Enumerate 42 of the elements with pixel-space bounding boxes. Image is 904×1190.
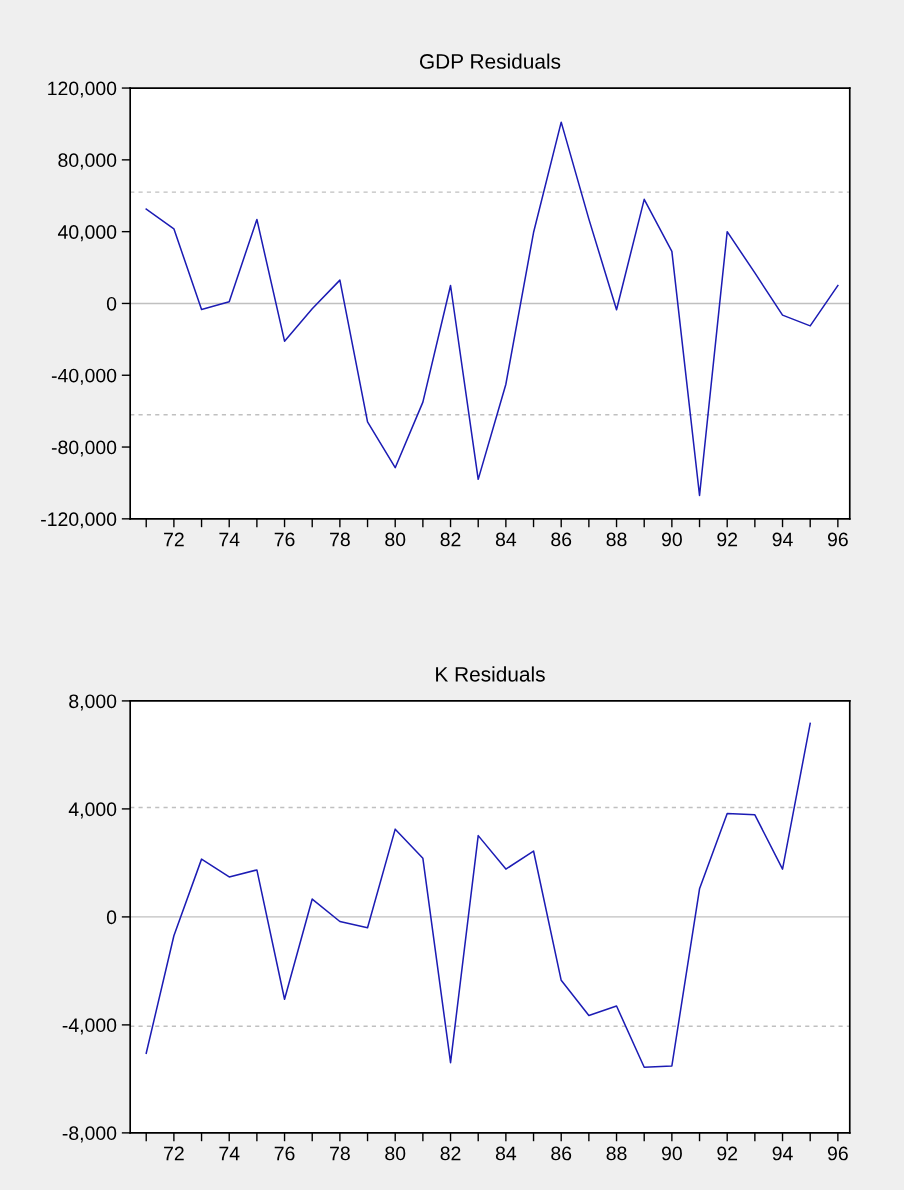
x-tick-label: 86 bbox=[551, 532, 572, 547]
y-tick-label: -80,000 bbox=[51, 440, 117, 457]
x-tick-label: 90 bbox=[661, 532, 682, 547]
chart-title: GDP Residuals bbox=[419, 53, 561, 69]
x-tick-label: 76 bbox=[274, 1146, 295, 1161]
x-tick-label: 86 bbox=[551, 1146, 572, 1161]
x-tick-label: 74 bbox=[219, 532, 240, 547]
x-tick-label: 84 bbox=[495, 532, 517, 547]
y-tick-label: 40,000 bbox=[57, 225, 117, 242]
x-tick-label: 80 bbox=[385, 532, 406, 547]
x-tick-label: 88 bbox=[606, 1146, 627, 1161]
x-tick-label: 96 bbox=[827, 1146, 848, 1161]
y-tick-label: 120,000 bbox=[48, 81, 117, 98]
x-tick-label: 74 bbox=[219, 1146, 240, 1161]
x-tick-label: 90 bbox=[661, 1146, 682, 1161]
x-tick-label: 80 bbox=[385, 1146, 406, 1161]
y-tick-label: -8,000 bbox=[62, 1126, 117, 1143]
chart-title: K Residuals bbox=[436, 666, 545, 682]
x-tick-label: 82 bbox=[440, 532, 461, 547]
x-tick-label: 72 bbox=[164, 532, 184, 547]
x-tick-label: 92 bbox=[717, 1146, 738, 1161]
x-tick-label: 88 bbox=[606, 532, 627, 547]
x-tick-label: 78 bbox=[330, 532, 350, 547]
x-tick-label: 94 bbox=[772, 1146, 793, 1161]
y-tick-label: 4,000 bbox=[68, 802, 117, 819]
y-tick-label: 0 bbox=[106, 910, 117, 925]
y-tick-label: 80,000 bbox=[58, 153, 117, 170]
y-tick-label: 8,000 bbox=[69, 694, 117, 711]
y-tick-label: -4,000 bbox=[62, 1018, 117, 1035]
x-tick-label: 94 bbox=[772, 532, 793, 547]
x-tick-label: 84 bbox=[495, 1146, 517, 1161]
x-tick-label: 82 bbox=[440, 1146, 461, 1161]
line-series bbox=[145, 722, 811, 1069]
y-tick-label: 0 bbox=[106, 296, 117, 311]
x-tick-label: 92 bbox=[717, 532, 738, 547]
x-tick-label: 72 bbox=[164, 1146, 184, 1161]
x-tick-label: 76 bbox=[274, 532, 295, 547]
line-series bbox=[145, 121, 839, 497]
y-tick-label: -40,000 bbox=[51, 368, 117, 385]
y-tick-label: -120,000 bbox=[41, 512, 117, 529]
x-tick-label: 96 bbox=[827, 532, 848, 547]
x-tick-label: 78 bbox=[330, 1146, 350, 1161]
